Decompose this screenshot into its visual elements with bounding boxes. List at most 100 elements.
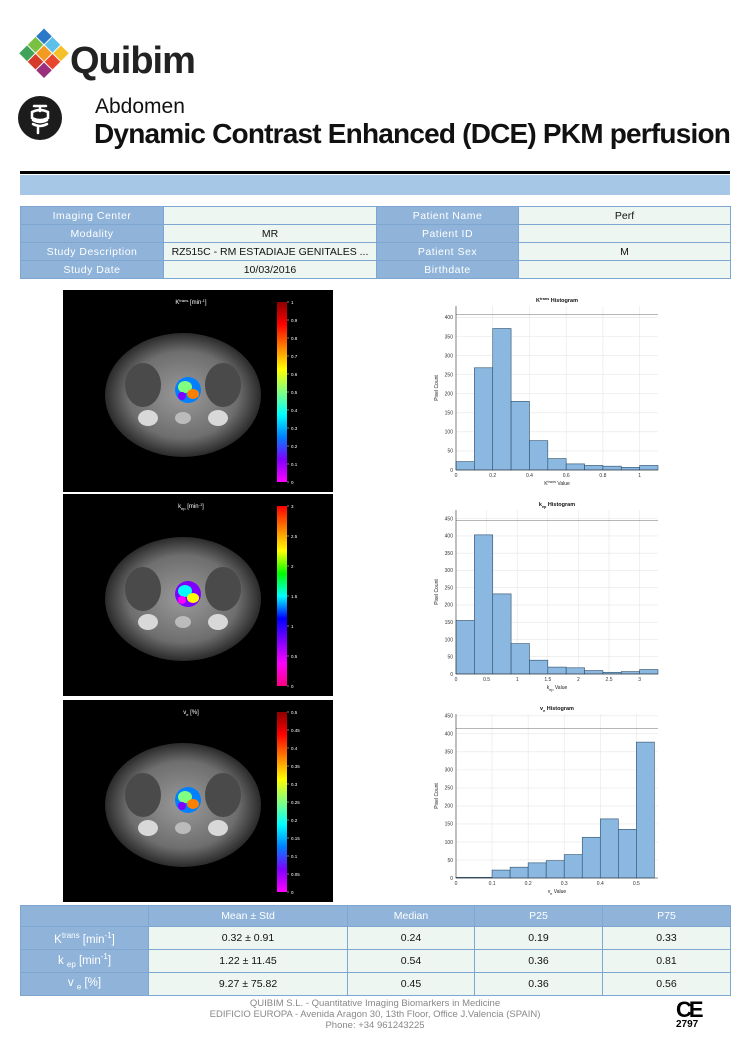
- histogram-title: Ktrans Histogram: [536, 297, 578, 304]
- colorbar-tick-label: 1: [291, 300, 294, 305]
- histogram-bar: [581, 836, 601, 879]
- x-axis-label: kep Value: [547, 685, 568, 692]
- colorbar-tick-label: 0.05: [291, 872, 300, 877]
- colorbar-tick-label: 1.5: [291, 594, 298, 599]
- x-tick-label: 1: [516, 677, 519, 683]
- label-main: k: [57, 955, 67, 968]
- median-value: 0.24: [347, 926, 475, 950]
- map-title: ve [%]: [183, 710, 199, 717]
- x-tick-label: 1.5: [544, 677, 551, 683]
- histogram-bar: [620, 467, 640, 471]
- histogram-bar: [474, 367, 494, 471]
- histogram-bar: [455, 620, 475, 675]
- y-tick-label: 450: [445, 516, 454, 522]
- p75-value: 0.56: [602, 972, 731, 996]
- label-sub: ep: [66, 960, 76, 970]
- p75-value: 0.33: [602, 926, 731, 950]
- header-band: [20, 175, 730, 195]
- y-axis-label: Pixel Count: [434, 579, 440, 605]
- p25-value: 0.19: [474, 926, 603, 950]
- histogram-bar: [492, 328, 512, 471]
- x-tick-label: 0.8: [599, 473, 606, 479]
- tumor-roi-overlay: [175, 787, 201, 813]
- quibim-logo-mark: [19, 28, 69, 79]
- p25-value: 0.36: [474, 972, 603, 996]
- histogram-bar: [563, 854, 583, 879]
- y-tick-label: 450: [445, 714, 454, 720]
- histogram-bar: [545, 860, 565, 879]
- histogram-bar: [529, 440, 549, 471]
- y-tick-label: 150: [445, 620, 454, 626]
- x-tick-label: 0: [455, 473, 458, 479]
- label-unit: [min: [79, 933, 105, 946]
- colorbar: [277, 712, 287, 892]
- colorbar-tick-label: 1: [291, 624, 294, 629]
- report-title: Dynamic Contrast Enhanced (DCE) PKM perf…: [94, 118, 731, 149]
- histogram-bar: [618, 829, 637, 879]
- colorbar-tick-label: 0: [291, 890, 294, 895]
- y-tick-label: 250: [445, 585, 454, 591]
- info-value: M: [518, 242, 731, 261]
- x-tick-label: 0.3: [561, 881, 568, 887]
- colorbar: [277, 506, 287, 686]
- ve-map-image: ve [%] 0.5 0.45 0.4 0.35 0.3 0.25 0.2 0.15 0.1 0.0…: [63, 700, 333, 902]
- colorbar-tick-label: 0.9: [291, 318, 298, 323]
- ktrans-map-image: Ktrans [min-1] 1 0.9 0.8 0.7 0.6 0.5 0.4 0.3 0.2 0…: [63, 290, 333, 492]
- info-row: Study Description RZ515C - RM ESTADIAJE …: [20, 242, 731, 261]
- x-tick-label: 0.4: [597, 881, 604, 887]
- map-title: kep [min-1]: [178, 502, 204, 511]
- tumor-roi-overlay: [175, 377, 201, 403]
- x-tick-label: 3: [638, 677, 641, 683]
- x-axis-label: ve Value: [548, 889, 567, 896]
- y-tick-label: 300: [445, 353, 454, 359]
- info-label: Birthdate: [376, 260, 519, 279]
- colorbar: [277, 302, 287, 482]
- median-value: 0.54: [347, 949, 475, 973]
- colorbar-tick-label: 0.5: [291, 390, 298, 395]
- colorbar-tick-label: 0.6: [291, 372, 298, 377]
- stats-header-row: Mean ± Std Median P25 P75: [20, 905, 731, 927]
- y-tick-label: 100: [445, 840, 454, 846]
- y-tick-label: 0: [450, 672, 453, 678]
- y-tick-label: 50: [447, 655, 453, 661]
- colorbar-tick-label: 0.5: [291, 710, 298, 715]
- histogram-bar: [565, 667, 585, 675]
- histogram-bar: [510, 401, 530, 471]
- histogram-title: ve Histogram: [540, 706, 574, 713]
- histogram-bar: [639, 669, 659, 675]
- x-tick-label: 0.5: [633, 881, 640, 887]
- x-tick-label: 1: [638, 473, 641, 479]
- info-label: Patient ID: [376, 224, 519, 243]
- header-divider: [20, 171, 730, 174]
- x-tick-label: 0.4: [526, 473, 533, 479]
- x-tick-label: 0.5: [483, 677, 490, 683]
- info-value: [518, 224, 731, 243]
- info-row: Imaging Center Patient Name Perf: [20, 206, 731, 225]
- mean-std-value: 0.32 ± 0.91: [148, 926, 348, 950]
- y-axis-label: Pixel Count: [434, 783, 440, 809]
- mean-std-value: 1.22 ± 11.45: [148, 949, 348, 973]
- y-tick-label: 250: [445, 372, 454, 378]
- ktrans-histogram: 0 50 100 150 200 250 300 350 400 0 0.2 0.4 0.6 0.8 1 Kt…: [420, 292, 670, 492]
- label-unit-sup: -1: [100, 952, 108, 962]
- histogram-bar: [584, 465, 604, 471]
- info-label: Modality: [20, 224, 164, 243]
- y-tick-label: 50: [447, 858, 453, 864]
- info-value: Perf: [518, 206, 731, 225]
- label-sub: e: [76, 982, 82, 992]
- y-tick-label: 100: [445, 430, 454, 436]
- colorbar-tick-label: 0.3: [291, 426, 298, 431]
- colorbar-tick-label: 0.3: [291, 782, 298, 787]
- histogram-bar: [636, 741, 655, 879]
- quibim-logo: [16, 26, 206, 84]
- stats-row: v e [%] 9.27 ± 75.82 0.45 0.36 0.56: [20, 972, 731, 996]
- histogram-bar: [455, 461, 475, 471]
- colorbar-tick-label: 0.1: [291, 854, 298, 859]
- tumor-roi-overlay: [175, 581, 201, 607]
- histogram-bar: [510, 643, 530, 675]
- colorbar-tick-label: 0.7: [291, 354, 298, 359]
- kep-map-image: kep [min-1] 3 2.5 2 1.5 1 0.5 0: [63, 494, 333, 696]
- report-category: Abdomen: [95, 95, 185, 118]
- info-value: MR: [163, 224, 377, 243]
- histogram-bar: [529, 659, 549, 675]
